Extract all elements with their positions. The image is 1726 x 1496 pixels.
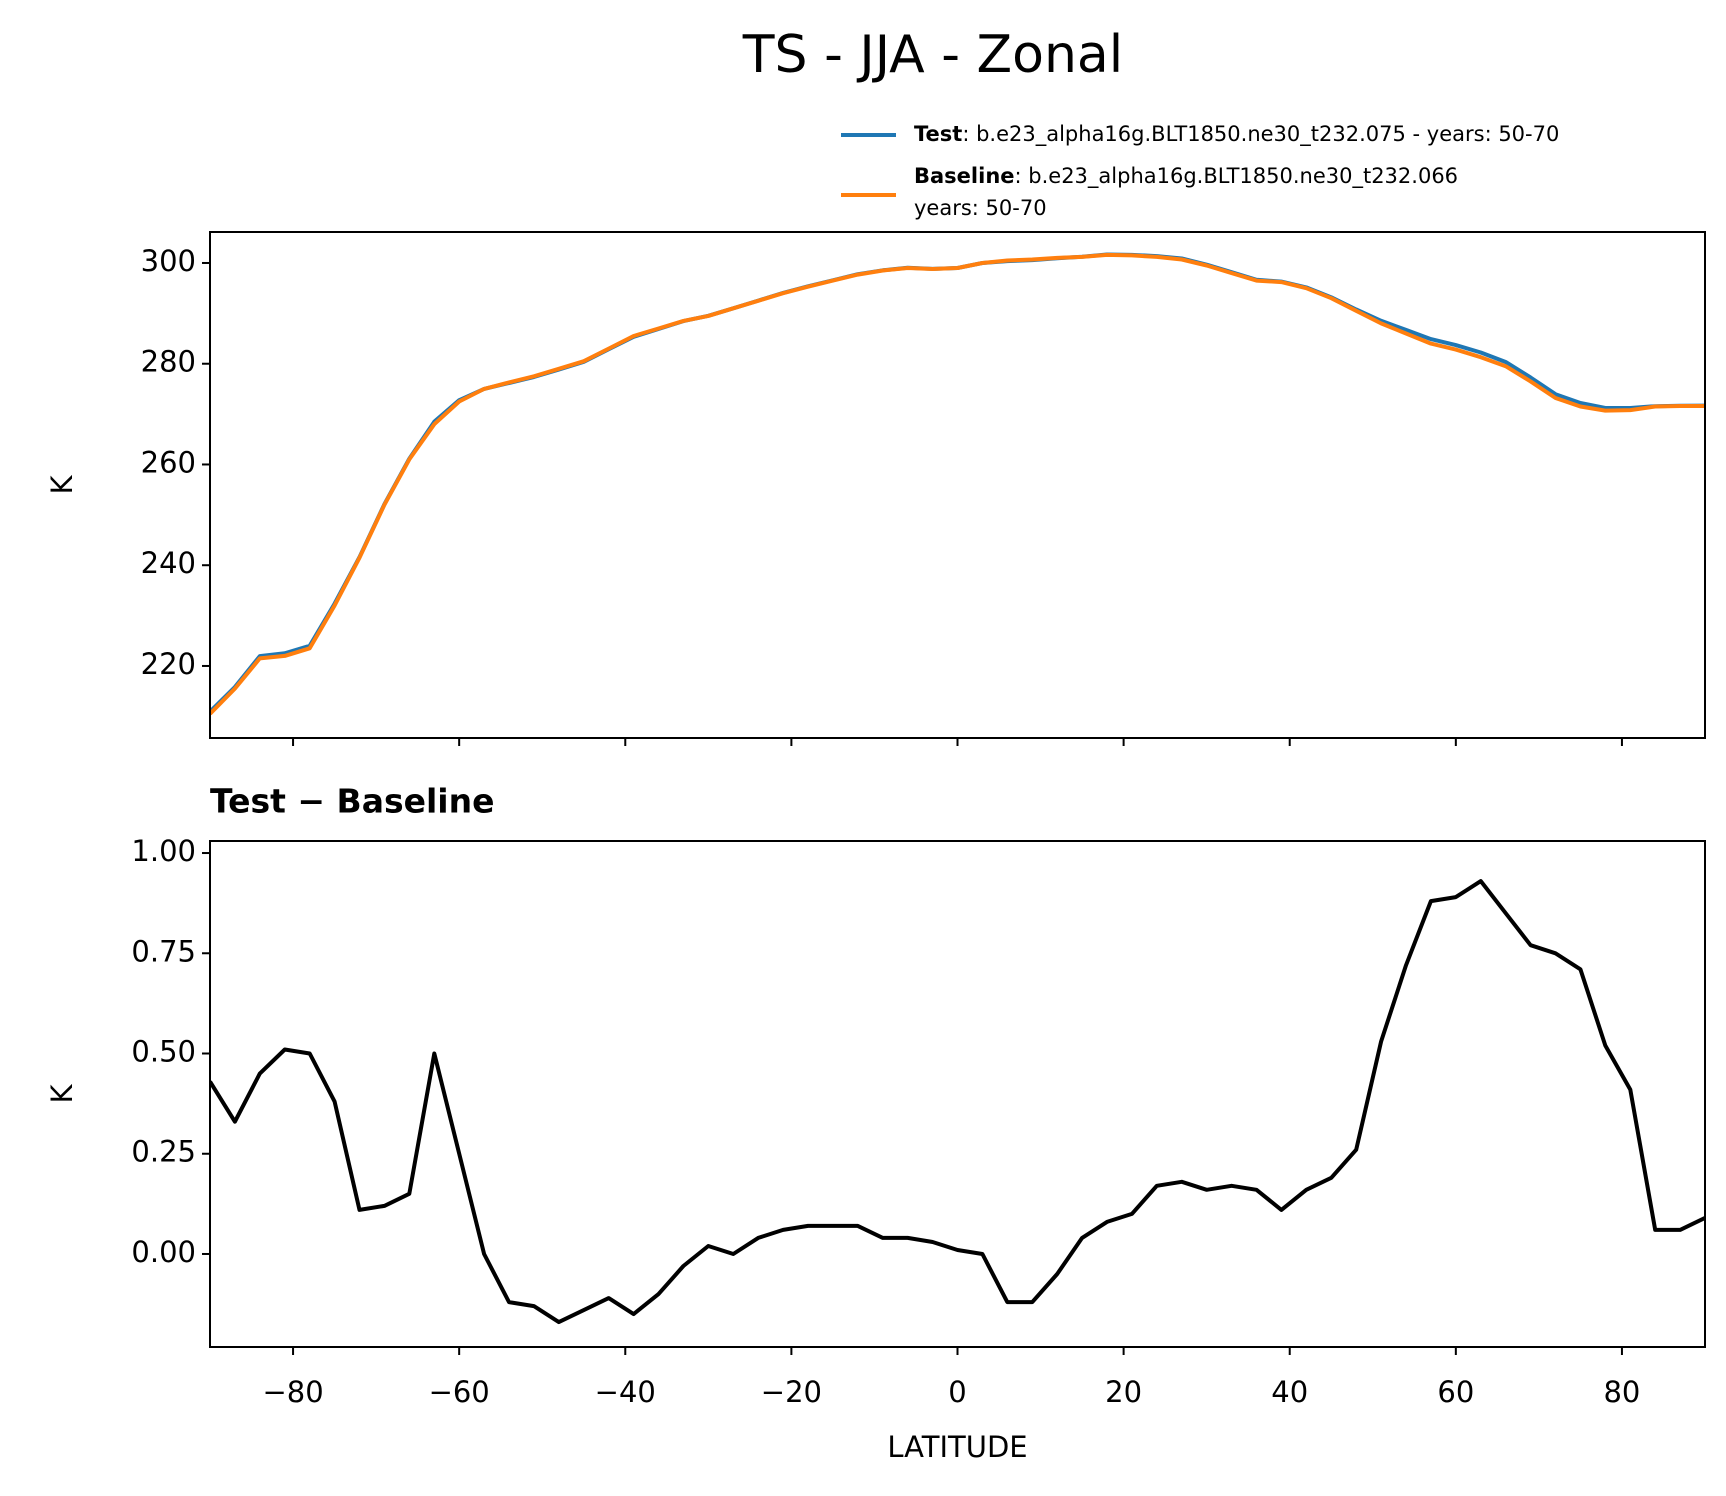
legend-name: Baseline	[914, 164, 1015, 188]
legend-text: years: 50-70	[914, 196, 1047, 220]
figure-title: TS - JJA - Zonal	[742, 25, 1123, 85]
x-tick-label: 60	[1437, 1375, 1474, 1409]
x-tick-label: 80	[1603, 1375, 1640, 1409]
axes-frame	[209, 231, 1706, 739]
legend-text: : b.e23_alpha16g.BLT1850.ne30_t232.075 -…	[962, 122, 1559, 147]
y-axis-label: K	[45, 1084, 79, 1104]
x-tick-label: −60	[429, 1375, 490, 1409]
axes-frame	[209, 840, 1706, 1348]
legend-label: Baseline: b.e23_alpha16g.BLT1850.ne30_t2…	[914, 164, 1458, 189]
y-tick-label: 0.75	[131, 934, 196, 968]
data-line	[210, 879, 1705, 1325]
y-tick-label: 240	[141, 546, 196, 580]
x-tick-label: −20	[761, 1375, 822, 1409]
plot-area	[210, 252, 1705, 716]
y-tick-label: 0.00	[131, 1235, 196, 1269]
y-axis-label: K	[45, 475, 79, 495]
x-axis-label: LATITUDE	[887, 1430, 1027, 1464]
x-tick-label: −80	[262, 1375, 323, 1409]
legend-text: : b.e23_alpha16g.BLT1850.ne30_t232.066	[1015, 164, 1459, 189]
y-tick-label: 280	[141, 345, 196, 379]
legend-label: Test: b.e23_alpha16g.BLT1850.ne30_t232.0…	[914, 122, 1559, 147]
y-tick-label: 1.00	[131, 834, 196, 868]
x-tick-label: 20	[1105, 1375, 1142, 1409]
data-line	[210, 252, 1705, 716]
y-tick-label: 0.50	[131, 1035, 196, 1069]
y-tick-label: 260	[141, 445, 196, 479]
plot-area	[210, 879, 1705, 1325]
axes-title: Test − Baseline	[210, 782, 495, 821]
x-tick-label: 0	[948, 1375, 966, 1409]
legend-name: Test	[914, 122, 962, 146]
x-tick-label: −40	[595, 1375, 656, 1409]
y-tick-label: 0.25	[131, 1135, 196, 1169]
x-tick-label: 40	[1271, 1375, 1308, 1409]
y-tick-label: 300	[141, 244, 196, 278]
data-line	[210, 252, 1705, 714]
y-tick-label: 220	[141, 647, 196, 681]
